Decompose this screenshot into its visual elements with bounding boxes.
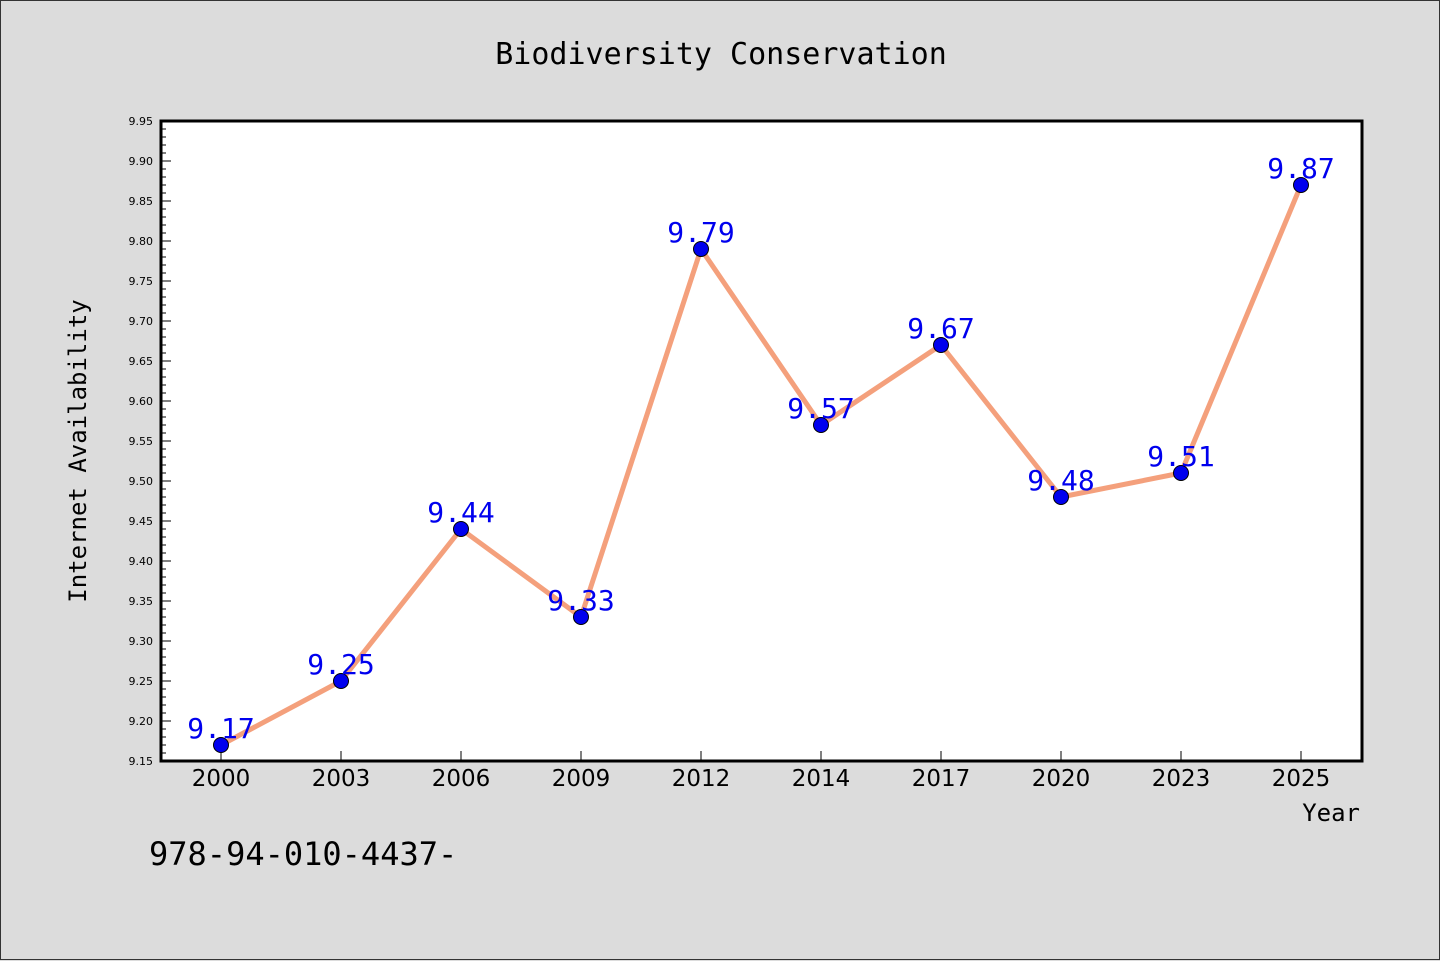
y-tick-label: 9.50 — [129, 475, 154, 488]
data-label: 9.79 — [667, 216, 734, 249]
x-tick-label: 2020 — [1032, 766, 1091, 792]
data-point — [333, 673, 349, 689]
data-label: 9.17 — [187, 712, 254, 745]
x-axis: 2000 2003 2006 2009 2012 2014 2017 2020 2023 2025 — [192, 751, 1331, 792]
chart-title: Biodiversity Conservation — [495, 37, 947, 72]
data-point — [1053, 489, 1069, 505]
y-tick-label: 9.65 — [129, 355, 154, 368]
data-label-group: 9.17 9.25 9.44 9.33 9.79 9.57 9.67 9.48 9.51 9.87 — [187, 152, 1334, 745]
x-tick-label: 2012 — [672, 766, 731, 792]
series-line — [219, 184, 1304, 748]
x-tick-label: 2006 — [432, 766, 491, 792]
data-label: 9.33 — [547, 584, 614, 617]
series-line-group — [213, 177, 1309, 753]
x-tick-label: 2003 — [312, 766, 371, 792]
data-point — [213, 737, 229, 753]
y-axis: 9.15 9.20 9.25 9.30 9.35 9.40 9.45 9.50 9.55 9.60… — [129, 115, 171, 768]
y-tick-label: 9.35 — [129, 595, 154, 608]
x-axis-label: Year — [1302, 799, 1360, 827]
x-tick-label: 2000 — [192, 766, 251, 792]
data-label: 9.57 — [787, 392, 854, 425]
data-point — [693, 241, 709, 257]
y-axis-label: Internet Availability — [64, 299, 92, 602]
y-tick-label: 9.90 — [129, 155, 154, 168]
y-tick-label: 9.80 — [129, 235, 154, 248]
data-point — [573, 609, 589, 625]
data-point — [1173, 465, 1189, 481]
data-point — [1293, 177, 1309, 193]
footer-code: 978-94-010-4437- — [149, 835, 457, 873]
y-tick-label: 9.60 — [129, 395, 154, 408]
y-tick-label: 9.25 — [129, 675, 154, 688]
data-label: 9.51 — [1147, 440, 1214, 473]
data-label: 9.67 — [907, 312, 974, 345]
x-tick-label: 2025 — [1272, 766, 1331, 792]
x-tick-label: 2023 — [1152, 766, 1211, 792]
y-tick-label: 9.75 — [129, 275, 154, 288]
y-tick-label: 9.85 — [129, 195, 154, 208]
y-tick-label: 9.30 — [129, 635, 154, 648]
y-tick-label: 9.70 — [129, 315, 154, 328]
data-label: 9.44 — [427, 496, 494, 529]
y-tick-label: 9.40 — [129, 555, 154, 568]
x-tick-label: 2009 — [552, 766, 611, 792]
y-tick-label: 9.95 — [129, 115, 154, 128]
x-tick-label: 2017 — [912, 766, 971, 792]
x-tick-label: 2014 — [792, 766, 851, 792]
y-tick-label: 9.45 — [129, 515, 154, 528]
data-point — [813, 417, 829, 433]
y-tick-label: 9.20 — [129, 715, 154, 728]
data-point — [933, 337, 949, 353]
y-tick-label: 9.55 — [129, 435, 154, 448]
y-tick-label: 9.15 — [129, 755, 154, 768]
data-label: 9.25 — [307, 648, 374, 681]
data-label: 9.48 — [1027, 464, 1094, 497]
data-point — [453, 521, 469, 537]
data-label: 9.87 — [1267, 152, 1334, 185]
